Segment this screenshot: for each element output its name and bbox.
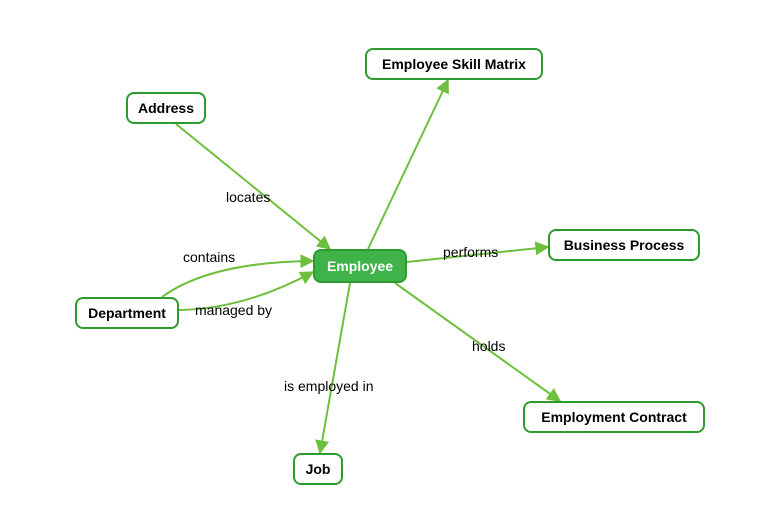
edge-0 bbox=[176, 124, 330, 249]
node-employee: Employee bbox=[313, 249, 407, 283]
edge-label-5: holds bbox=[472, 338, 505, 354]
edge-label-6: is employed in bbox=[284, 378, 374, 394]
node-address: Address bbox=[126, 92, 206, 124]
node-contract: Employment Contract bbox=[523, 401, 705, 433]
edge-6 bbox=[320, 283, 350, 453]
node-process: Business Process bbox=[548, 229, 700, 261]
edge-1 bbox=[162, 261, 313, 297]
edge-label-4: performs bbox=[443, 244, 498, 260]
node-department: Department bbox=[75, 297, 179, 329]
edge-3 bbox=[368, 80, 448, 249]
edge-label-2: managed by bbox=[195, 302, 272, 318]
edge-label-0: locates bbox=[226, 189, 270, 205]
node-job: Job bbox=[293, 453, 343, 485]
node-skill: Employee Skill Matrix bbox=[365, 48, 543, 80]
edge-label-1: contains bbox=[183, 249, 235, 265]
